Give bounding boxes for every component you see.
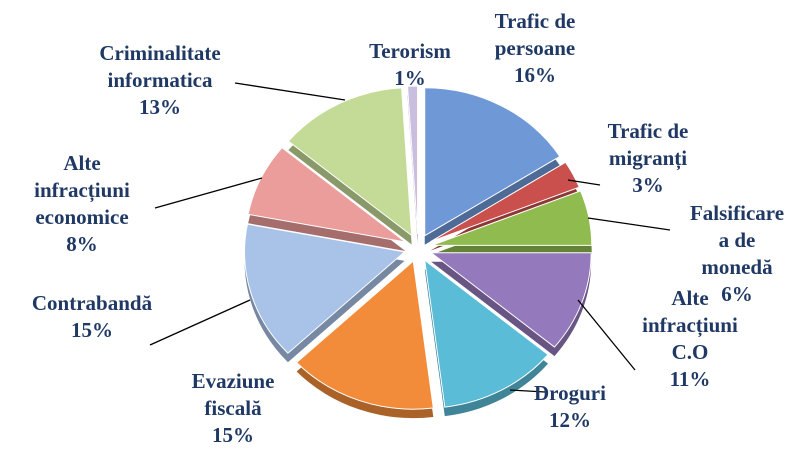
slice	[429, 252, 592, 348]
value-label: 8%	[66, 232, 98, 256]
value-label: 15%	[71, 318, 113, 342]
slice	[406, 85, 419, 235]
slice-label: Trafic de persoane 16%	[470, 8, 600, 89]
value-label: 1%	[394, 66, 426, 90]
slice	[295, 260, 434, 410]
value-label: 12%	[549, 408, 591, 432]
category-name: Trafic de migranți	[607, 119, 689, 170]
category-name: Alte infracțiuni C.O	[642, 286, 738, 364]
slice-label: Falsificare a de monedă 6%	[683, 200, 791, 308]
slice-label: Alte infracțiuni C.O 11%	[635, 285, 745, 393]
leader-line	[567, 179, 601, 186]
leader-line	[577, 299, 636, 371]
category-name: Droguri	[534, 381, 606, 405]
category-name: Contrabandă	[31, 291, 153, 315]
leader-line	[509, 389, 546, 393]
slice	[244, 223, 406, 354]
slice-label: Contrabandă 15%	[2, 290, 182, 344]
category-name: Criminalitate informatica	[99, 41, 221, 92]
category-name: Terorism	[369, 39, 451, 63]
leader-line	[587, 217, 671, 231]
slice	[424, 259, 549, 408]
category-name: Alte infracțiuni economice	[34, 151, 130, 229]
value-label: 11%	[669, 367, 711, 391]
slice-label: Evaziune fiscală 15%	[178, 368, 288, 449]
value-label: 16%	[514, 63, 556, 87]
category-name: Falsificare a de monedă	[689, 201, 785, 279]
category-name: Trafic de persoane	[494, 9, 576, 60]
value-label: 6%	[721, 282, 753, 306]
category-name: Evaziune fiscală	[191, 369, 275, 420]
leader-line	[149, 299, 251, 346]
slice	[430, 161, 580, 243]
leader-line	[234, 82, 346, 101]
slice	[424, 87, 561, 237]
value-label: 13%	[139, 95, 181, 119]
value-label: 3%	[632, 173, 664, 197]
slice-label: Terorism 1%	[350, 38, 470, 92]
slice-label: Alte infracțiuni economice 8%	[20, 150, 145, 258]
leader-line	[154, 177, 263, 209]
slice-label: Droguri 12%	[515, 380, 625, 434]
slice	[287, 87, 413, 237]
value-label: 15%	[212, 423, 254, 447]
slice-label: Trafic de migranți 3%	[593, 118, 703, 199]
slice-label: Criminalitate informatica 13%	[78, 40, 243, 121]
